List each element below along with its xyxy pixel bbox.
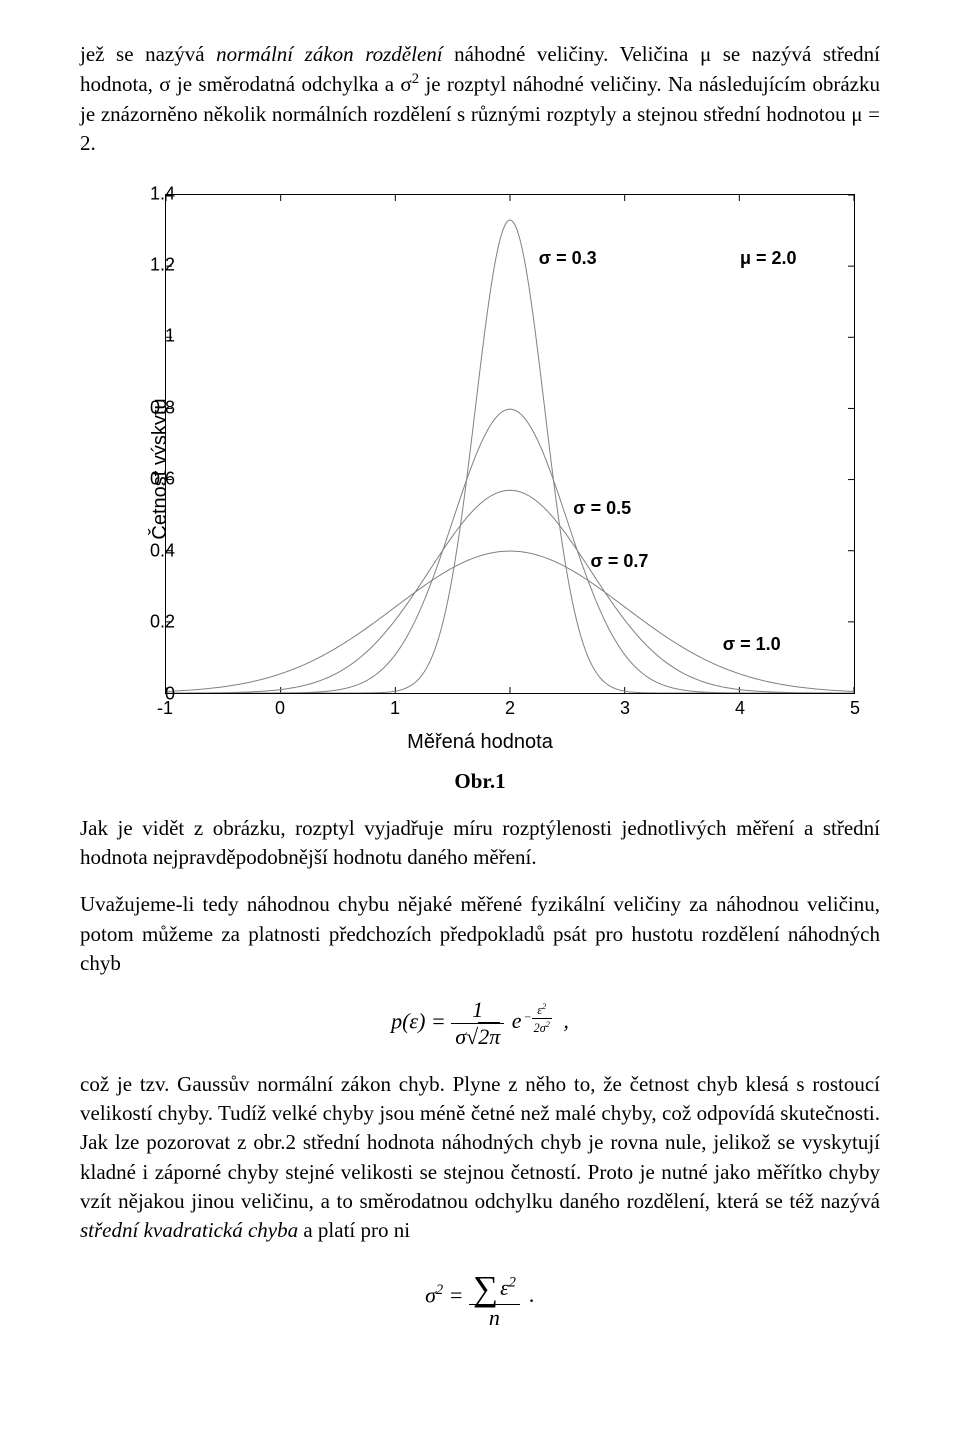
formula-comma: , — [563, 1008, 569, 1033]
normal-distribution-chart: Četnost výskytu Měřená hodnota 00.20.40.… — [90, 179, 870, 759]
y-tick-label: 0.6 — [150, 469, 175, 490]
f2-eq: = — [443, 1282, 469, 1307]
annotation-sigma-07: σ = 0.7 — [591, 551, 649, 572]
chart-svg — [166, 195, 854, 693]
f2-dot: . — [529, 1282, 535, 1307]
formula-gaussian: p(ε) = 1 σ√2π e−ε22σ2 , — [80, 997, 880, 1050]
text-4-2: a platí pro ni — [298, 1218, 410, 1242]
annotation-sigma-03: σ = 0.3 — [539, 248, 597, 269]
f2-sigma: σ — [425, 1282, 436, 1307]
x-tick-label: 1 — [390, 698, 400, 719]
paragraph-4: což je tzv. Gaussův normální zákon chyb.… — [80, 1070, 880, 1246]
formula-lhs: p(ε) = — [391, 1008, 451, 1033]
paragraph-3: Uvažujeme-li tedy náhodnou chybu nějaké … — [80, 890, 880, 978]
italic-term-2: střední kvadratická chyba — [80, 1218, 298, 1242]
x-axis-label: Měřená hodnota — [407, 731, 553, 754]
f2-num: ∑ε2 — [469, 1264, 520, 1305]
x-tick-label: 5 — [850, 698, 860, 719]
formula-variance: σ2 = ∑ε2 n . — [80, 1264, 880, 1331]
frac-num-1: 1 — [451, 997, 504, 1024]
x-tick-label: -1 — [157, 698, 173, 719]
intro-paragraph: jež se nazývá normální zákon rozdělení n… — [80, 40, 880, 159]
x-tick-label: 4 — [735, 698, 745, 719]
x-tick-label: 0 — [275, 698, 285, 719]
figure-caption: Obr.1 — [80, 769, 880, 794]
y-tick-label: 1.4 — [150, 183, 175, 204]
y-tick-label: 0.2 — [150, 612, 175, 633]
text-4-1: což je tzv. Gaussův normální zákon chyb.… — [80, 1072, 880, 1214]
annotation-mu: μ = 2.0 — [740, 248, 797, 269]
paragraph-2: Jak je vidět z obrázku, rozptyl vyjadřuj… — [80, 814, 880, 873]
italic-term-1: normální zákon rozdělení — [216, 42, 443, 66]
y-tick-label: 0.4 — [150, 540, 175, 561]
annotation-sigma-10: σ = 1.0 — [723, 634, 781, 655]
x-tick-label: 3 — [620, 698, 630, 719]
formula-e: e — [512, 1008, 522, 1033]
annotation-sigma-05: σ = 0.5 — [573, 498, 631, 519]
y-tick-label: 1 — [165, 326, 175, 347]
formula-exponent: −ε22σ2 — [523, 1010, 551, 1024]
y-tick-label: 1.2 — [150, 254, 175, 275]
text-1: jež se nazývá — [80, 42, 216, 66]
x-tick-label: 2 — [505, 698, 515, 719]
sup-1: 2 — [412, 71, 419, 87]
f2-den: n — [469, 1305, 520, 1331]
frac-den-1: σ√2π — [451, 1024, 504, 1050]
y-tick-label: 0.8 — [150, 397, 175, 418]
